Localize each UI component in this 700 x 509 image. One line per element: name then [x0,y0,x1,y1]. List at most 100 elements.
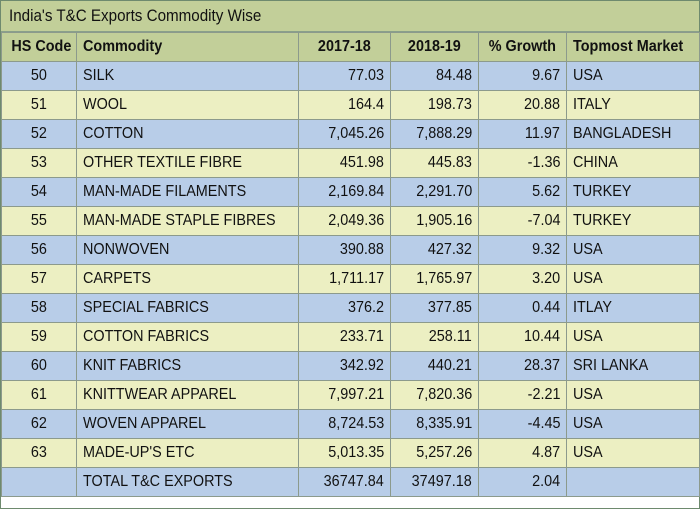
commodity-cell: MADE-UP'S ETC [76,438,299,468]
hs-code-cell: 50 [1,61,77,91]
growth-cell: 5.62 [478,177,567,207]
table-row: 58 SPECIAL FABRICS 376.2 377.85 0.44 ITLAY [1,293,700,323]
value-2018-19-cell: 37497.18 [390,467,479,497]
commodity-cell: CARPETS [76,264,299,294]
value-2018-19-cell: 440.21 [390,351,479,381]
header-2018-19: 2018-19 [390,32,479,62]
growth-cell: 4.87 [478,438,567,468]
hs-code-cell [1,467,77,497]
table-title-bar: India's T&C Exports Commodity Wise [1,1,699,32]
value-2018-19-cell: 198.73 [390,90,479,120]
header-2017-18: 2017-18 [298,32,391,62]
value-2018-19-cell: 5,257.26 [390,438,479,468]
value-2017-18-cell: 376.2 [298,293,391,323]
commodity-cell: KNIT FABRICS [76,351,299,381]
hs-code-cell: 52 [1,119,77,149]
topmost-market-cell: USA [566,438,700,468]
commodity-cell: KNITTWEAR APPAREL [76,380,299,410]
value-2017-18-cell: 342.92 [298,351,391,381]
value-2017-18-cell: 7,045.26 [298,119,391,149]
growth-cell: 3.20 [478,264,567,294]
value-2018-19-cell: 377.85 [390,293,479,323]
topmost-market-cell: USA [566,264,700,294]
topmost-market-cell: ITALY [566,90,700,120]
topmost-market-cell: USA [566,322,700,352]
value-2018-19-cell: 2,291.70 [390,177,479,207]
growth-cell: -7.04 [478,206,567,236]
table-row: 52 COTTON 7,045.26 7,888.29 11.97 BANGLADESH [1,119,700,149]
commodity-cell: WOVEN APPAREL [76,409,299,439]
value-2017-18-cell: 5,013.35 [298,438,391,468]
value-2018-19-cell: 8,335.91 [390,409,479,439]
table-row: 57 CARPETS 1,711.17 1,765.97 3.20 USA [1,264,700,294]
value-2018-19-cell: 84.48 [390,61,479,91]
value-2018-19-cell: 1,765.97 [390,264,479,294]
value-2018-19-cell: 258.11 [390,322,479,352]
topmost-market-cell: USA [566,61,700,91]
value-2017-18-cell: 2,049.36 [298,206,391,236]
hs-code-cell: 58 [1,293,77,323]
table-row: 53 OTHER TEXTILE FIBRE 451.98 445.83 -1.36 CH… [1,148,700,178]
growth-cell: -1.36 [478,148,567,178]
commodity-cell: TOTAL T&C EXPORTS [76,467,299,497]
value-2018-19-cell: 1,905.16 [390,206,479,236]
value-2017-18-cell: 2,169.84 [298,177,391,207]
total-row: TOTAL T&C EXPORTS 36747.84 37497.18 2.04 [1,467,700,497]
growth-cell: 20.88 [478,90,567,120]
commodity-cell: MAN-MADE STAPLE FIBRES [76,206,299,236]
topmost-market-cell: USA [566,380,700,410]
value-2017-18-cell: 36747.84 [298,467,391,497]
hs-code-cell: 61 [1,380,77,410]
topmost-market-cell: USA [566,235,700,265]
value-2017-18-cell: 7,997.21 [298,380,391,410]
table-title: India's T&C Exports Commodity Wise [9,6,262,25]
topmost-market-cell: ITLAY [566,293,700,323]
exports-table: HS Code Commodity 2017-18 2018-19 % Grow… [1,32,700,497]
hs-code-cell: 59 [1,322,77,352]
growth-cell: 9.32 [478,235,567,265]
commodity-cell: SILK [76,61,299,91]
hs-code-cell: 63 [1,438,77,468]
commodity-cell: COTTON [76,119,299,149]
table-row: 56 NONWOVEN 390.88 427.32 9.32 USA [1,235,700,265]
topmost-market-cell [566,467,700,497]
commodity-cell: OTHER TEXTILE FIBRE [76,148,299,178]
value-2018-19-cell: 427.32 [390,235,479,265]
hs-code-cell: 54 [1,177,77,207]
topmost-market-cell: TURKEY [566,206,700,236]
value-2018-19-cell: 7,888.29 [390,119,479,149]
table-row: 59 COTTON FABRICS 233.71 258.11 10.44 USA [1,322,700,352]
topmost-market-cell: SRI LANKA [566,351,700,381]
table-row: 61 KNITTWEAR APPAREL 7,997.21 7,820.36 -2.21… [1,380,700,410]
header-row: HS Code Commodity 2017-18 2018-19 % Grow… [1,32,700,62]
hs-code-cell: 57 [1,264,77,294]
hs-code-cell: 53 [1,148,77,178]
value-2017-18-cell: 233.71 [298,322,391,352]
commodity-cell: NONWOVEN [76,235,299,265]
growth-cell: -2.21 [478,380,567,410]
growth-cell: 2.04 [478,467,567,497]
table-row: 50 SILK 77.03 84.48 9.67 USA [1,61,700,91]
value-2017-18-cell: 1,711.17 [298,264,391,294]
commodity-cell: MAN-MADE FILAMENTS [76,177,299,207]
growth-cell: 28.37 [478,351,567,381]
value-2017-18-cell: 8,724.53 [298,409,391,439]
table-row: 62 WOVEN APPAREL 8,724.53 8,335.91 -4.45 USA [1,409,700,439]
table-row: 63 MADE-UP'S ETC 5,013.35 5,257.26 4.87 USA [1,438,700,468]
topmost-market-cell: BANGLADESH [566,119,700,149]
header-growth: % Growth [478,32,567,62]
hs-code-cell: 56 [1,235,77,265]
value-2017-18-cell: 390.88 [298,235,391,265]
growth-cell: 0.44 [478,293,567,323]
commodity-cell: WOOL [76,90,299,120]
table-row: 55 MAN-MADE STAPLE FIBRES 2,049.36 1,905.16… [1,206,700,236]
commodity-cell: COTTON FABRICS [76,322,299,352]
topmost-market-cell: TURKEY [566,177,700,207]
table-row: 54 MAN-MADE FILAMENTS 2,169.84 2,291.70 5.62… [1,177,700,207]
header-commodity: Commodity [76,32,299,62]
hs-code-cell: 51 [1,90,77,120]
value-2018-19-cell: 445.83 [390,148,479,178]
commodity-cell: SPECIAL FABRICS [76,293,299,323]
growth-cell: -4.45 [478,409,567,439]
